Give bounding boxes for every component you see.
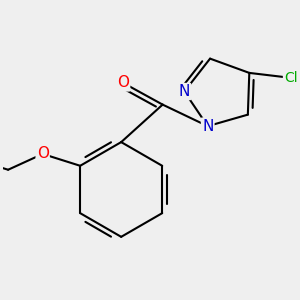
Text: N: N: [202, 118, 213, 134]
Text: O: O: [117, 75, 129, 90]
Text: N: N: [179, 84, 190, 99]
Text: O: O: [37, 146, 49, 161]
Text: Cl: Cl: [284, 71, 298, 85]
